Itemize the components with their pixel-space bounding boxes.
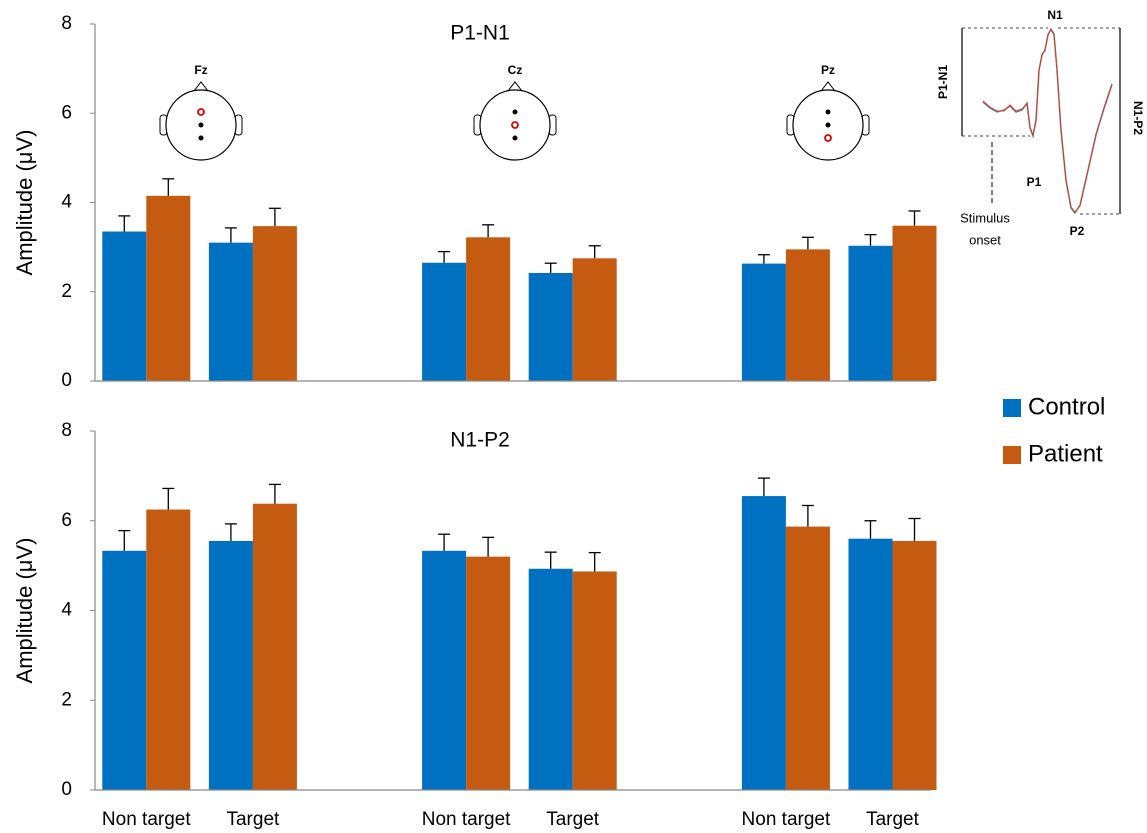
electrode <box>512 109 518 115</box>
bar <box>741 496 786 790</box>
y-tick-label: 0 <box>61 779 72 800</box>
y-tick-label: 0 <box>61 370 72 391</box>
onset-label: Stimulus <box>960 210 1010 225</box>
x-tick-label: Non target <box>422 809 511 830</box>
bar <box>466 556 511 790</box>
head-map: Pz <box>786 63 870 161</box>
electrode-active <box>197 108 205 116</box>
bar <box>208 242 253 381</box>
head-nose <box>193 81 209 92</box>
legend-label: Patient <box>1028 440 1103 467</box>
bar <box>146 509 191 790</box>
x-tick-label: Non target <box>102 809 191 830</box>
waveform-inset: N1 P1 P2 P1-N1 N1-P2 Stimulus onset <box>936 8 1145 247</box>
waveform <box>982 27 1113 215</box>
bar <box>422 550 467 790</box>
bar <box>848 245 893 381</box>
head-nose <box>507 81 523 92</box>
peak-label: P2 <box>1070 224 1085 238</box>
chart-title: P1-N1 <box>450 22 510 45</box>
bar <box>252 503 297 790</box>
bar <box>848 538 893 790</box>
y-axis-label: Amplitude (μV) <box>12 538 37 684</box>
electrode-label: Fz <box>194 63 207 77</box>
legend-swatch <box>1003 446 1021 464</box>
bar <box>528 568 573 790</box>
measure-label: N1-P2 <box>1131 101 1145 135</box>
x-tick-label: Target <box>866 809 920 830</box>
electrode <box>198 122 204 128</box>
electrode <box>198 135 204 141</box>
bar <box>785 249 830 381</box>
waveform <box>982 29 1113 213</box>
bar <box>528 273 573 381</box>
bar <box>422 262 467 381</box>
electrode-active <box>824 134 832 142</box>
bar <box>785 526 830 790</box>
electrode-label: Pz <box>821 63 835 77</box>
bar <box>208 540 253 790</box>
peak-label: P1 <box>1027 175 1042 189</box>
y-tick-label: 8 <box>61 420 72 441</box>
x-tick-label: Target <box>226 809 280 830</box>
bar <box>252 226 297 381</box>
y-tick-label: 4 <box>61 600 72 621</box>
bar <box>892 225 937 381</box>
legend-label: Control <box>1028 393 1105 420</box>
bar <box>102 231 147 381</box>
y-tick-label: 2 <box>61 281 72 302</box>
head-nose <box>820 81 836 92</box>
electrode <box>825 109 831 115</box>
chart-title: N1-P2 <box>450 429 510 452</box>
bar <box>572 571 617 790</box>
y-tick-label: 4 <box>61 192 72 213</box>
peak-label: N1 <box>1047 8 1063 22</box>
bar <box>572 258 617 381</box>
electrode <box>825 122 831 128</box>
electrode <box>512 135 518 141</box>
y-tick-label: 6 <box>61 102 72 123</box>
x-tick-label: Non target <box>742 809 831 830</box>
bar <box>102 550 147 790</box>
y-tick-label: 6 <box>61 510 72 531</box>
y-tick-label: 8 <box>61 13 72 34</box>
bar <box>892 540 937 790</box>
head-map: Fz <box>159 63 243 161</box>
head-map: Cz <box>473 63 557 161</box>
measure-label: P1-N1 <box>936 65 950 99</box>
bar <box>741 263 786 381</box>
legend-swatch <box>1003 399 1021 417</box>
y-tick-label: 2 <box>61 689 72 710</box>
electrode-active <box>511 121 519 129</box>
electrode-label: Cz <box>508 63 523 77</box>
bar <box>146 195 191 381</box>
x-tick-label: Target <box>546 809 600 830</box>
y-axis-label: Amplitude (μV) <box>12 130 37 276</box>
bar <box>466 237 511 381</box>
onset-label: onset <box>969 232 1001 247</box>
